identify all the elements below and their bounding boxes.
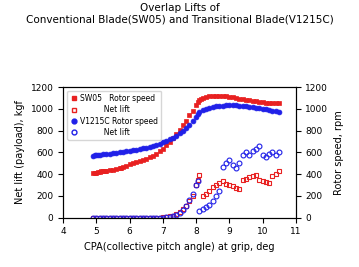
X-axis label: CPA(collective pitch angle) at grip, deg: CPA(collective pitch angle) at grip, deg [84,242,275,252]
Legend: SW05   Rotor speed,           Net lift, V1215C Rotor speed,           Net lift: SW05 Rotor speed, Net lift, V1215C Rotor… [67,91,161,140]
Y-axis label: Rotor speed, rpm: Rotor speed, rpm [334,110,344,195]
Y-axis label: Net lift (payload), kgf: Net lift (payload), kgf [15,100,25,204]
Text: Overlap Lifts of
Conventional Blade(SW05) and Transitional Blade(V1215C): Overlap Lifts of Conventional Blade(SW05… [25,3,334,24]
